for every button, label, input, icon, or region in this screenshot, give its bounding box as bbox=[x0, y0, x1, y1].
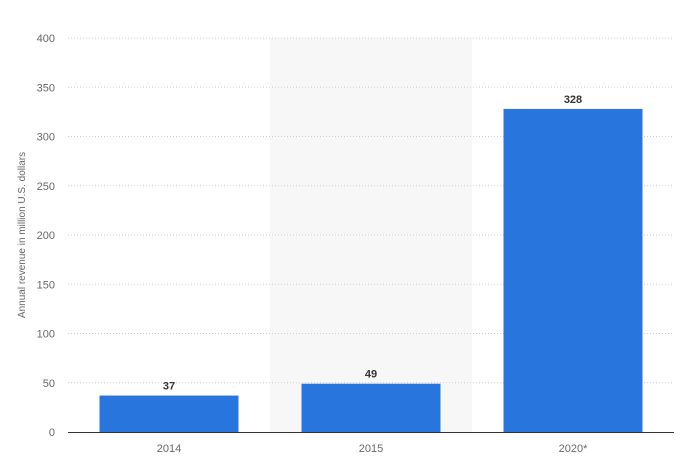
x-tick-label: 2015 bbox=[359, 443, 383, 455]
y-tick-label: 0 bbox=[49, 427, 55, 439]
bar bbox=[301, 383, 441, 432]
data-labels: 37 49 328 bbox=[163, 94, 582, 393]
data-label: 49 bbox=[365, 369, 377, 381]
x-tick-label: 2014 bbox=[157, 443, 181, 455]
y-tick-label: 300 bbox=[37, 132, 55, 144]
y-axis-tick-labels: 0 50 100 150 200 250 300 350 400 bbox=[37, 33, 55, 439]
x-axis-tick-labels: 2014 2015 2020* bbox=[157, 443, 588, 455]
y-tick-label: 100 bbox=[37, 329, 55, 341]
y-tick-label: 400 bbox=[37, 33, 55, 45]
y-tick-label: 250 bbox=[37, 181, 55, 193]
y-tick-label: 350 bbox=[37, 82, 55, 94]
y-axis-title: Annual revenue in million U.S. dollars bbox=[17, 152, 28, 318]
bar bbox=[503, 108, 643, 433]
x-tick-label: 2020* bbox=[559, 443, 588, 455]
y-tick-label: 200 bbox=[37, 230, 55, 242]
y-tick-label: 150 bbox=[37, 279, 55, 291]
bar bbox=[99, 395, 239, 432]
y-tick-label: 50 bbox=[43, 378, 55, 390]
data-label: 328 bbox=[564, 94, 582, 106]
bars bbox=[99, 108, 643, 433]
data-label: 37 bbox=[163, 381, 175, 393]
